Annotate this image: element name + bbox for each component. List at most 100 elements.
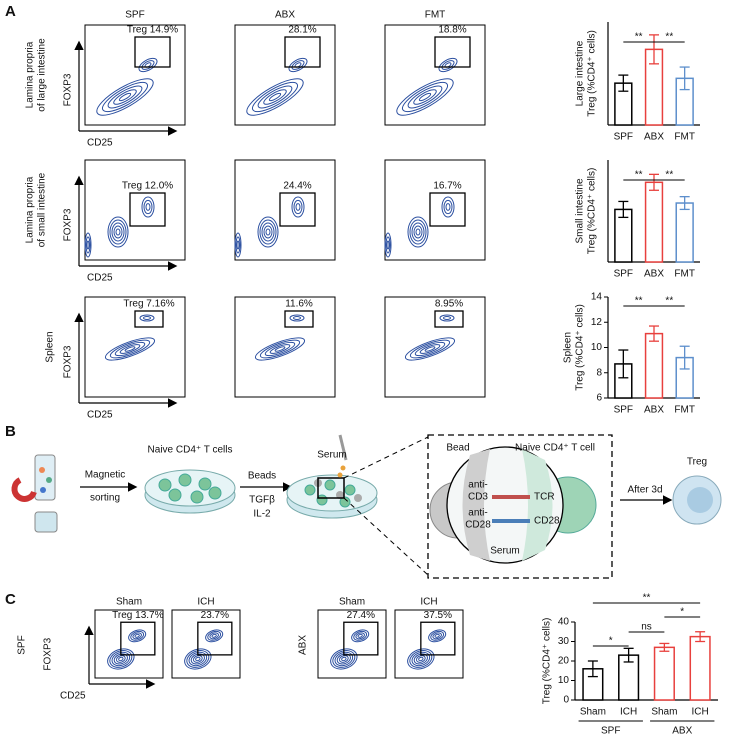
gate-label: Treg 12.0% bbox=[122, 181, 173, 192]
y-tick-label: 12 bbox=[591, 317, 603, 328]
gate bbox=[129, 192, 166, 227]
contour bbox=[293, 199, 303, 215]
contour bbox=[355, 632, 365, 640]
contour bbox=[418, 92, 432, 102]
contour bbox=[113, 653, 128, 665]
step-label: After 3d bbox=[627, 485, 662, 496]
y-axis-label: Spleen bbox=[563, 332, 574, 363]
inset-label: TCR bbox=[534, 492, 555, 503]
gate bbox=[434, 310, 464, 328]
y-tick-label: 10 bbox=[591, 342, 603, 353]
gate-label: Treg 7.16% bbox=[123, 299, 174, 310]
row-label: of large intestine bbox=[37, 38, 48, 112]
contour bbox=[205, 629, 224, 643]
contour bbox=[409, 219, 427, 245]
contour bbox=[443, 199, 453, 215]
plot-frame bbox=[234, 296, 336, 398]
contour bbox=[415, 228, 421, 236]
contour bbox=[85, 236, 91, 254]
contour bbox=[401, 81, 449, 113]
bar bbox=[689, 635, 711, 701]
contour bbox=[263, 225, 273, 239]
cell-icon bbox=[40, 487, 46, 493]
contour bbox=[234, 232, 242, 258]
nucleus bbox=[687, 487, 713, 513]
row-label: Lamina propria bbox=[25, 41, 36, 108]
contour bbox=[109, 339, 151, 359]
contour bbox=[265, 228, 271, 236]
contour bbox=[130, 630, 145, 641]
contour bbox=[115, 228, 121, 236]
inset-label: CD28 bbox=[534, 516, 560, 527]
panel-label: A bbox=[5, 3, 16, 20]
inset-label: Serum bbox=[490, 546, 519, 557]
gate bbox=[343, 621, 379, 656]
contour bbox=[118, 92, 132, 102]
gate-label: 8.95% bbox=[435, 299, 463, 310]
contour bbox=[434, 633, 440, 638]
column-header: ABX bbox=[275, 10, 295, 21]
contour bbox=[84, 232, 92, 258]
zoom-box bbox=[317, 477, 345, 499]
x-tick-label: ABX bbox=[644, 132, 664, 143]
contour bbox=[143, 316, 151, 320]
contour bbox=[413, 89, 437, 105]
gate bbox=[429, 192, 466, 227]
contour bbox=[143, 199, 153, 215]
contour bbox=[114, 341, 146, 357]
plot-frame bbox=[84, 296, 186, 398]
gate-label: 11.6% bbox=[285, 299, 313, 310]
axis-label: FOXP3 bbox=[63, 73, 74, 106]
contour bbox=[251, 81, 299, 113]
contour bbox=[115, 655, 126, 663]
contour bbox=[418, 656, 424, 662]
contour bbox=[439, 314, 455, 322]
x-tick-label: Sham bbox=[651, 707, 677, 718]
pipette bbox=[338, 434, 348, 461]
row-label: SPF bbox=[17, 635, 28, 654]
contour bbox=[124, 346, 136, 352]
collector bbox=[34, 511, 58, 533]
contour bbox=[128, 629, 147, 643]
y-tick-label: 20 bbox=[558, 656, 570, 667]
gate bbox=[434, 36, 471, 68]
y-tick-label: 30 bbox=[558, 636, 570, 647]
plot-frame bbox=[171, 609, 241, 679]
contour bbox=[118, 656, 124, 662]
cell-icon bbox=[39, 467, 45, 473]
gate-label: 23.7% bbox=[201, 610, 229, 621]
tube bbox=[34, 454, 56, 501]
contour bbox=[107, 85, 143, 109]
contour bbox=[441, 60, 455, 70]
cell-icon bbox=[46, 477, 52, 483]
bar bbox=[675, 202, 694, 263]
axis-label: CD25 bbox=[87, 410, 113, 421]
dish bbox=[286, 474, 378, 512]
plot-frame bbox=[317, 609, 387, 679]
gate bbox=[284, 310, 314, 328]
contour bbox=[396, 78, 454, 116]
step-label: Treg bbox=[687, 457, 707, 468]
contour bbox=[113, 89, 137, 105]
plot-frame bbox=[384, 159, 486, 261]
contour bbox=[145, 203, 151, 211]
column-header: FMT bbox=[425, 10, 446, 21]
bead-surface bbox=[462, 449, 490, 561]
contour bbox=[430, 630, 445, 641]
contour bbox=[211, 633, 217, 638]
x-tick-label: SPF bbox=[614, 405, 633, 416]
step-label: TGFβ bbox=[249, 495, 275, 506]
x-tick-label: FMT bbox=[674, 405, 695, 416]
contour bbox=[104, 337, 156, 361]
gate bbox=[197, 621, 233, 656]
significance-label: ** bbox=[665, 296, 673, 307]
contour bbox=[263, 89, 287, 105]
contour bbox=[141, 196, 155, 218]
inset-label: anti- bbox=[468, 508, 487, 519]
y-tick-label: 0 bbox=[563, 695, 569, 706]
plot-frame bbox=[394, 609, 464, 679]
axis-label: FOXP3 bbox=[63, 345, 74, 378]
x-tick-label: FMT bbox=[674, 132, 695, 143]
contour bbox=[288, 57, 308, 73]
